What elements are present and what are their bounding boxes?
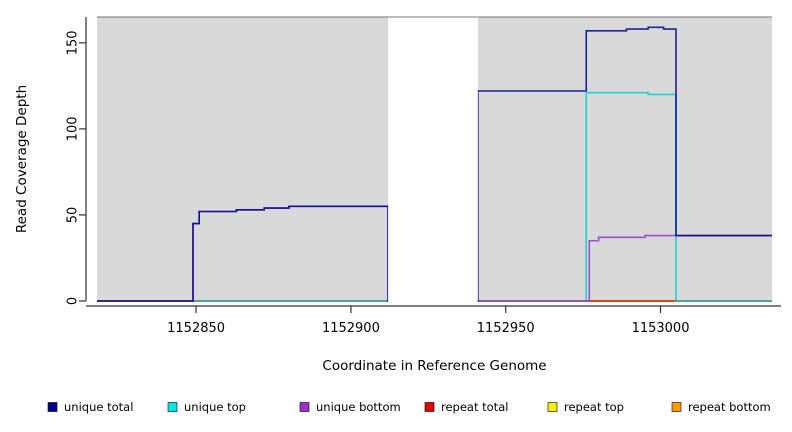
legend-label-repeat-top: repeat top bbox=[564, 400, 624, 414]
y-tick-label-0: 0 bbox=[66, 297, 81, 305]
legend-label-repeat-bottom: repeat bottom bbox=[688, 400, 771, 414]
legend-swatch-unique-total bbox=[47, 402, 58, 412]
x-tick-label-1152850: 1152850 bbox=[167, 321, 225, 336]
x-tick-label-1152950: 1152950 bbox=[477, 321, 535, 336]
legend-swatch-unique-bottom bbox=[299, 402, 310, 412]
plot-panel-left bbox=[97, 17, 389, 301]
series-line-unique-top bbox=[97, 91, 772, 302]
x-tick-label-1153000: 1153000 bbox=[632, 321, 690, 336]
legend-swatch-repeat-top bbox=[547, 402, 558, 412]
plot-panel-right bbox=[477, 17, 772, 301]
legend-swatch-unique-top bbox=[167, 402, 178, 412]
legend-label-unique-bottom: unique bottom bbox=[316, 400, 401, 414]
x-axis-title: Coordinate in Reference Genome bbox=[322, 358, 546, 374]
legend-label-unique-total: unique total bbox=[64, 400, 133, 414]
y-tick-label-100: 100 bbox=[66, 116, 81, 141]
legend-label-repeat-total: repeat total bbox=[441, 400, 508, 414]
x-tick-label-1152900: 1152900 bbox=[322, 321, 380, 336]
legend-swatch-repeat-bottom bbox=[671, 402, 682, 412]
y-axis-title: Read Coverage Depth bbox=[14, 85, 30, 233]
y-tick-label-150: 150 bbox=[66, 30, 81, 55]
y-tick-label-50: 50 bbox=[66, 207, 81, 224]
legend-label-unique-top: unique top bbox=[184, 400, 246, 414]
legend-swatch-repeat-total bbox=[424, 402, 435, 412]
